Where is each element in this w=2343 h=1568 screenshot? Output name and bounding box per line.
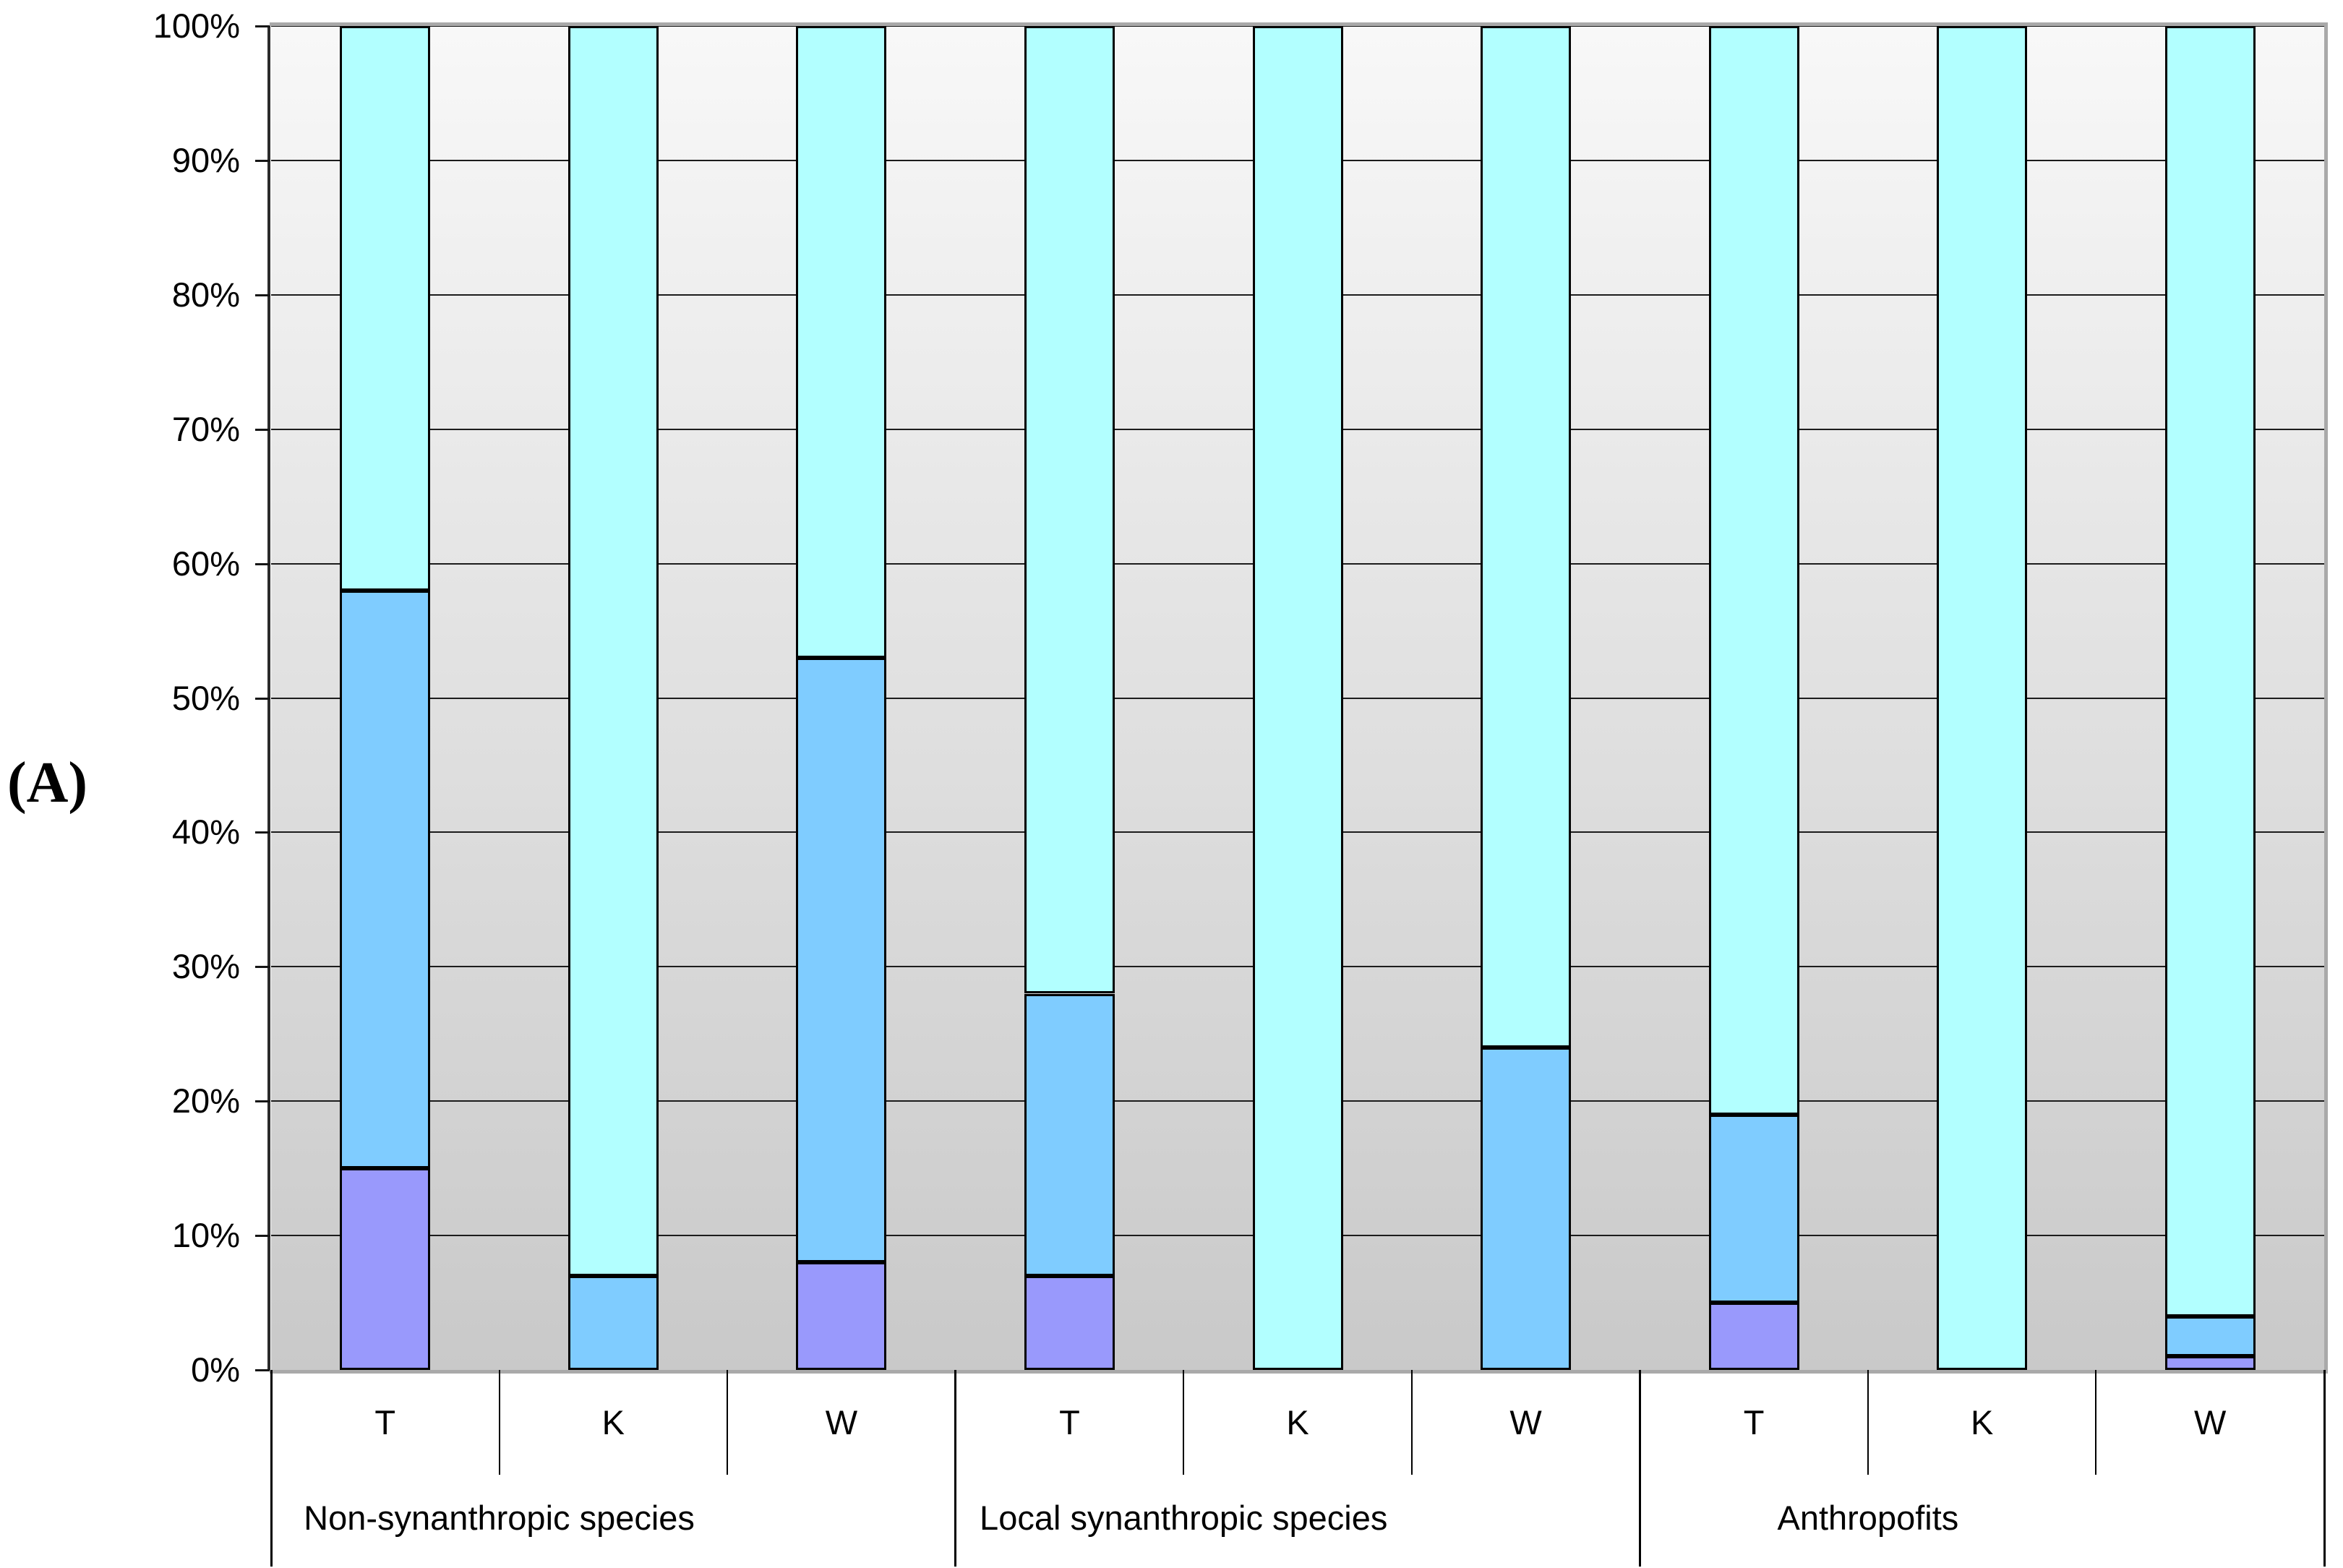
plot-border-bottom	[270, 1370, 2328, 1374]
x-cell-separator	[1410, 1370, 1413, 1475]
y-tick-mark	[255, 25, 270, 27]
y-tick-mark	[255, 428, 270, 431]
y-tick-mark	[255, 697, 270, 700]
y-tick-label: 40%	[171, 813, 240, 852]
x-group-separator	[1638, 1370, 1641, 1567]
plot-border-right	[2324, 22, 2328, 1374]
blue-middle-segment	[1024, 993, 1115, 1276]
cyan-top-segment	[1252, 26, 1343, 1370]
bar-k-4	[1252, 26, 1343, 1370]
y-tick-label: 30%	[171, 947, 240, 986]
bar-w-5	[1481, 26, 1572, 1370]
bar-t-3	[1024, 26, 1115, 1370]
y-tick-label: 10%	[171, 1216, 240, 1255]
x-group-label: Anthropofits	[1777, 1499, 1959, 1537]
bar-t-0	[340, 26, 431, 1370]
x-group-separator	[954, 1370, 957, 1567]
y-tick-label: 50%	[171, 678, 240, 717]
x-category-label: T	[1059, 1403, 1080, 1441]
plot-area	[271, 25, 2324, 1370]
x-cell-separator	[498, 1370, 500, 1475]
bar-k-7	[1937, 26, 2028, 1370]
x-category-label: T	[374, 1403, 396, 1441]
bar-t-6	[1708, 26, 1799, 1370]
y-tick-mark	[255, 1100, 270, 1103]
purple-bottom-segment	[340, 1168, 431, 1370]
y-tick-mark	[255, 1369, 270, 1371]
x-cell-separator	[1183, 1370, 1185, 1475]
y-tick-mark	[255, 1235, 270, 1238]
purple-bottom-segment	[796, 1262, 887, 1370]
bar-k-1	[567, 26, 659, 1370]
blue-middle-segment	[796, 657, 887, 1263]
cyan-top-segment	[1937, 26, 2028, 1370]
y-tick-label: 90%	[171, 140, 240, 179]
y-tick-mark	[255, 159, 270, 162]
panel-label: (A)	[7, 751, 88, 815]
y-tick-label: 20%	[171, 1081, 240, 1121]
x-category-label: W	[2194, 1403, 2227, 1441]
y-tick-label: 100%	[153, 7, 240, 45]
blue-middle-segment	[1481, 1047, 1572, 1370]
cyan-top-segment	[1708, 26, 1799, 1115]
blue-middle-segment	[2164, 1316, 2256, 1357]
y-tick-label: 80%	[171, 275, 240, 314]
y-tick-mark	[255, 294, 270, 296]
cyan-top-segment	[1024, 26, 1115, 994]
blue-middle-segment	[1708, 1114, 1799, 1303]
blue-middle-segment	[340, 590, 431, 1169]
x-cell-separator	[1867, 1370, 1869, 1475]
y-tick-label: 0%	[191, 1350, 240, 1389]
x-category-label: K	[1970, 1403, 1994, 1441]
x-cell-separator	[727, 1370, 729, 1475]
purple-bottom-segment	[1024, 1275, 1115, 1370]
x-group-label: Non-synanthropic species	[304, 1499, 695, 1537]
y-tick-mark	[255, 562, 270, 565]
cyan-top-segment	[340, 26, 431, 591]
purple-bottom-segment	[1708, 1303, 1799, 1370]
cyan-top-segment	[796, 26, 887, 658]
x-category-label: K	[1286, 1403, 1309, 1441]
y-tick-mark	[255, 966, 270, 969]
x-group-label: Local synanthropic species	[980, 1499, 1388, 1537]
x-cell-separator	[2095, 1370, 2097, 1475]
cyan-top-segment	[1481, 26, 1572, 1048]
plot-border-top	[270, 22, 2328, 26]
y-tick-mark	[255, 831, 270, 834]
x-group-separator	[2323, 1370, 2326, 1567]
bar-w-8	[2164, 26, 2256, 1370]
y-tick-label: 60%	[171, 544, 240, 583]
y-tick-label: 70%	[171, 409, 240, 448]
x-category-label: W	[825, 1403, 858, 1441]
cyan-top-segment	[2164, 26, 2256, 1316]
x-category-label: T	[1743, 1403, 1765, 1441]
bar-w-2	[796, 26, 887, 1370]
blue-middle-segment	[567, 1275, 659, 1370]
x-category-label: W	[1509, 1403, 1542, 1441]
x-category-label: K	[601, 1403, 625, 1441]
cyan-top-segment	[567, 26, 659, 1276]
purple-bottom-segment	[2164, 1356, 2256, 1370]
x-group-separator	[270, 1370, 273, 1567]
